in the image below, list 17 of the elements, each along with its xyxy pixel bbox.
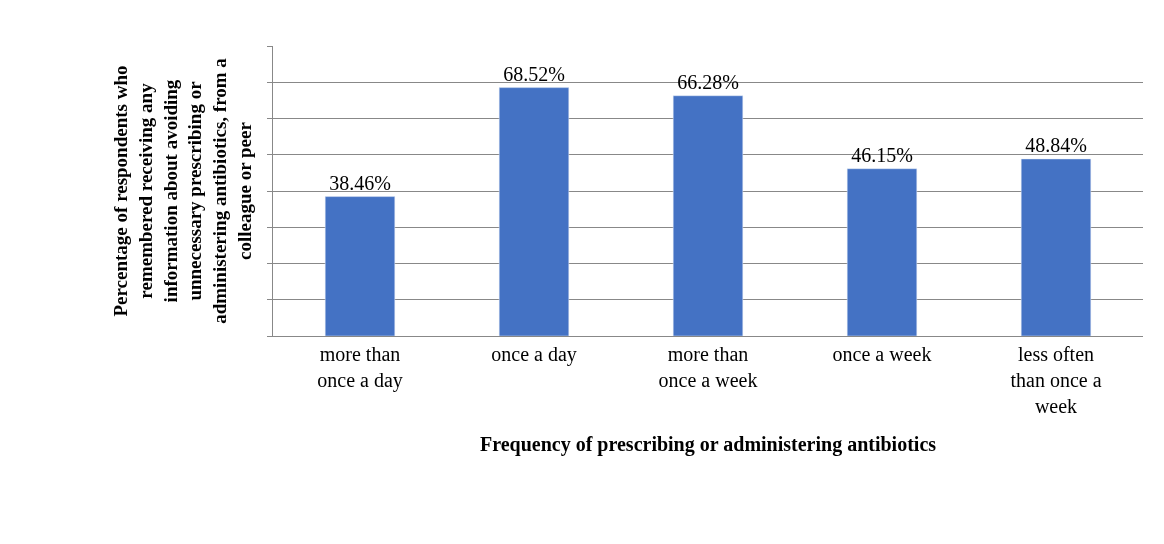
x-tick-label: more than once a week <box>658 343 758 391</box>
data-label: 68.52% <box>503 62 565 85</box>
x-tick-label: less often than once a week <box>1010 343 1102 417</box>
bar <box>1020 158 1092 336</box>
x-tick-label: once a week <box>832 343 932 365</box>
bar <box>498 87 570 336</box>
data-label: 48.84% <box>1025 133 1087 156</box>
data-label: 66.28% <box>677 70 739 93</box>
y-axis-title: Percentage of respondents who remembered receiving any information about avoiding unnecessary prescribing or administering antibiotics, from a colleague or peer <box>110 57 255 324</box>
bar <box>324 196 396 336</box>
data-label: 38.46% <box>329 171 391 194</box>
data-label: 46.15% <box>851 143 913 166</box>
bar <box>846 168 918 336</box>
x-tick-label: once a day <box>491 343 577 366</box>
x-axis-title: Frequency of prescribing or administering antibiotics <box>479 432 937 456</box>
bar <box>672 95 744 336</box>
x-tick-label: more than once a day <box>317 343 403 392</box>
